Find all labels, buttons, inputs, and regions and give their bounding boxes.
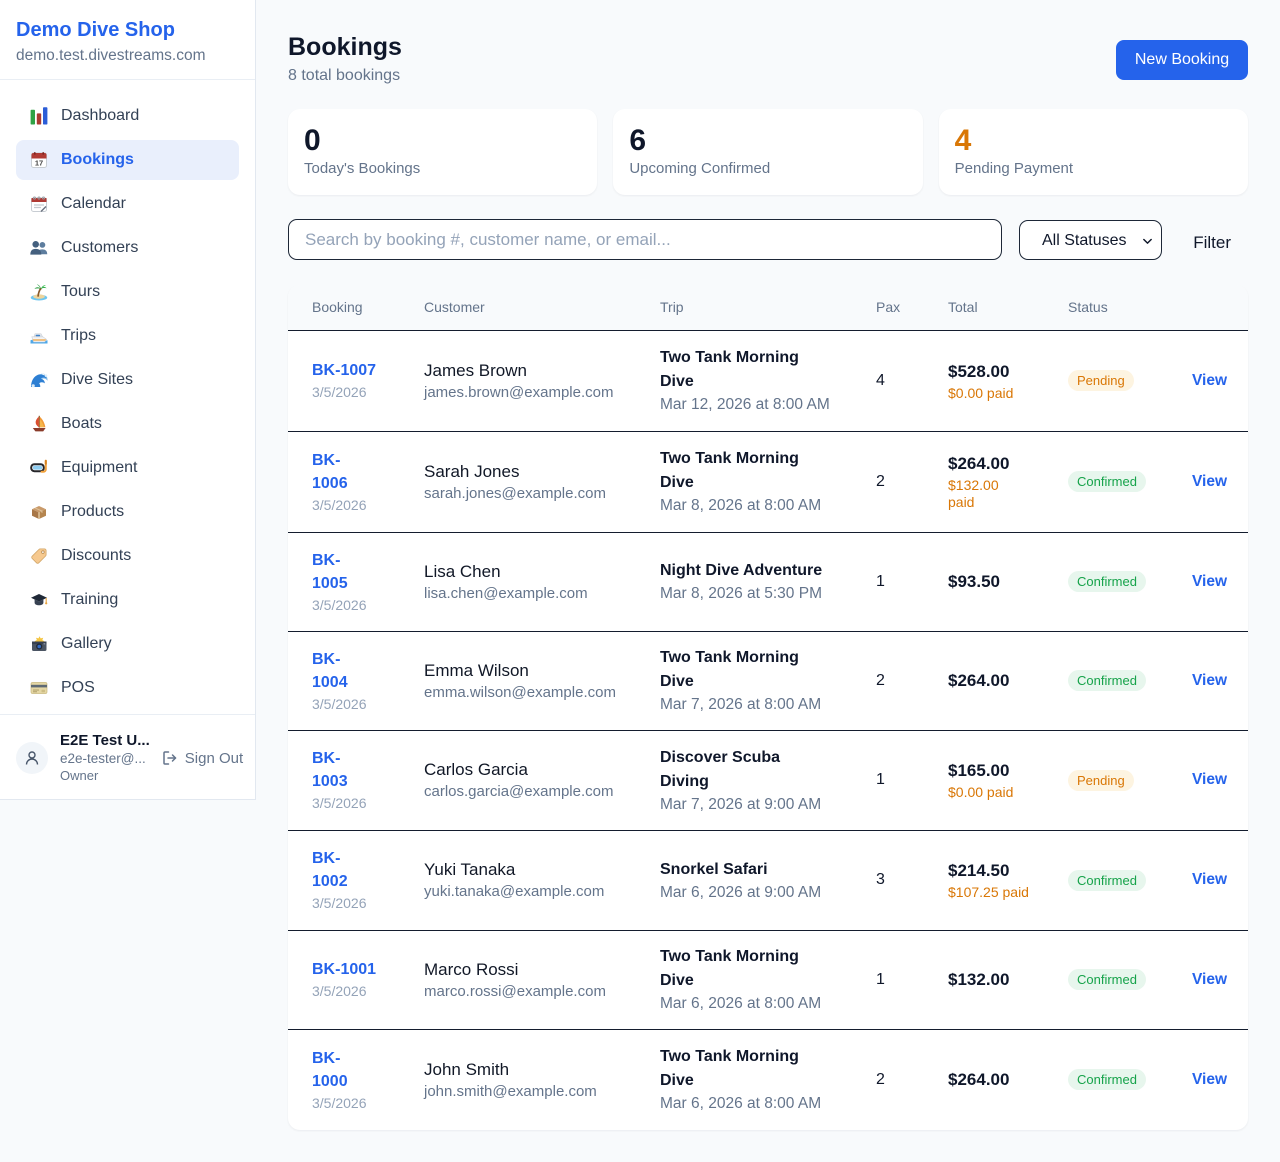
svg-text:17: 17 bbox=[35, 159, 43, 168]
